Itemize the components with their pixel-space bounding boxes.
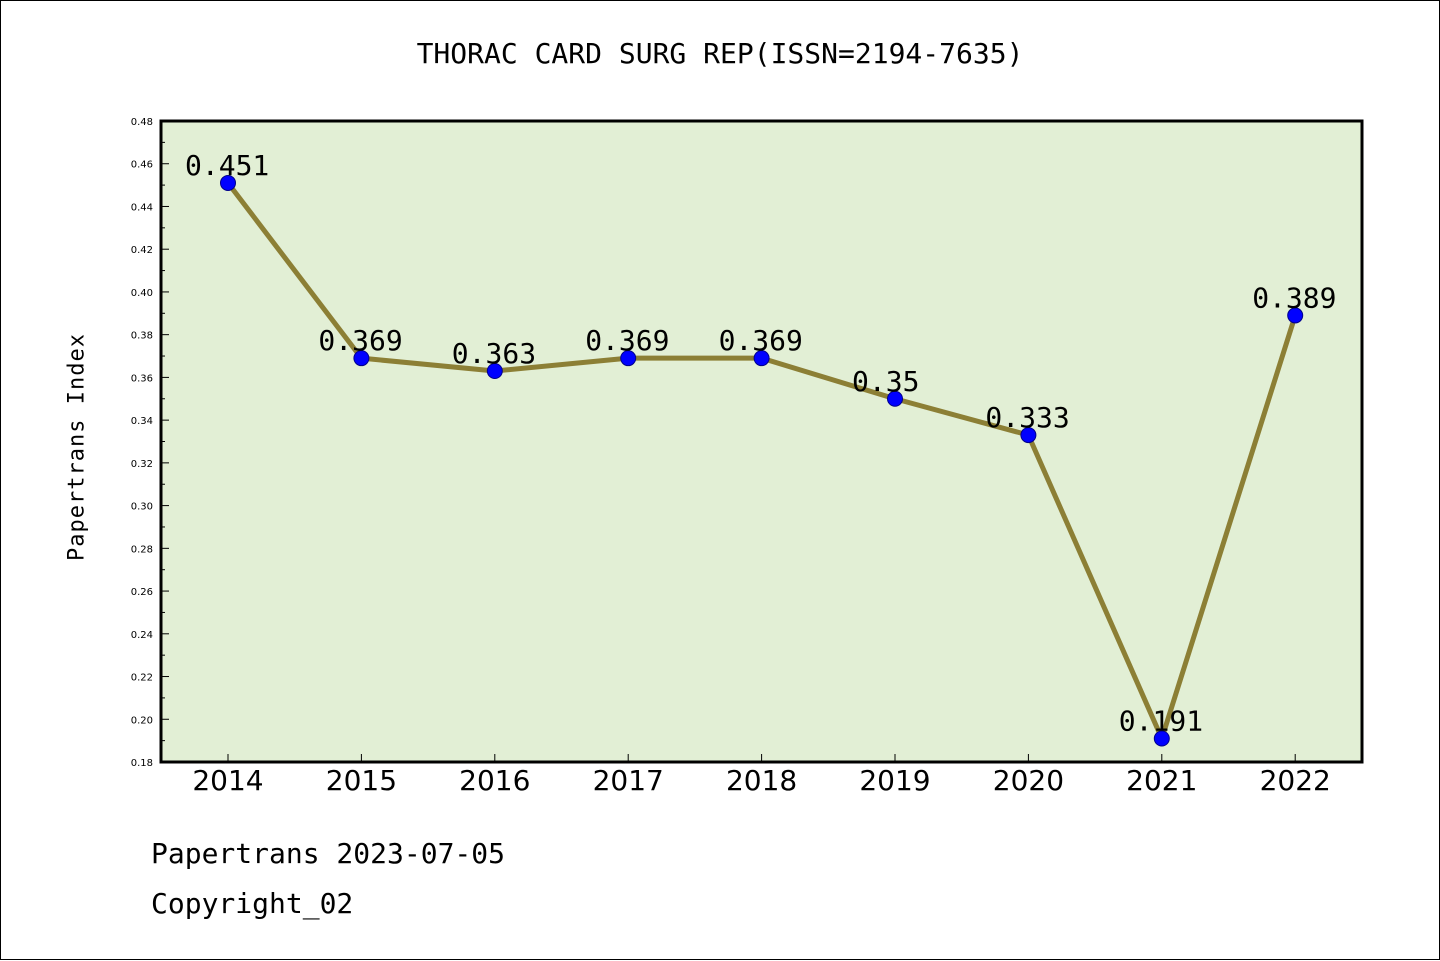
y-tick-label: 0.46 — [131, 160, 153, 171]
data-label: 0.451 — [185, 149, 269, 182]
x-tick-label: 2020 — [993, 764, 1064, 797]
x-tick-label: 2017 — [593, 764, 664, 797]
data-markers — [220, 174, 1304, 747]
data-point — [1020, 427, 1037, 444]
plot-area — [159, 119, 1364, 764]
data-label: 0.369 — [585, 324, 669, 357]
data-label: 0.389 — [1252, 281, 1336, 314]
y-tick-label: 0.48 — [131, 117, 153, 128]
y-tick-label: 0.36 — [131, 373, 153, 384]
data-label: 0.35 — [852, 365, 919, 398]
y-tick-label: 0.18 — [131, 758, 153, 769]
data-label: 0.369 — [318, 324, 402, 357]
x-tick-label: 2018 — [726, 764, 797, 797]
chart-title: THORAC CARD SURG REP(ISSN=2194-7635) — [416, 37, 1024, 70]
data-point — [887, 390, 903, 407]
data-labels: 0.451 0.369 0.363 0.369 0.369 0.35 0.333 0.191 0… — [185, 149, 1336, 738]
y-tick-label: 0.44 — [131, 202, 153, 213]
y-tick-label: 0.26 — [131, 587, 153, 598]
x-tick-label: 2015 — [326, 764, 397, 797]
y-tick-label: 0.22 — [131, 673, 153, 684]
y-tick-label: 0.32 — [131, 459, 153, 470]
data-point — [1153, 730, 1170, 747]
data-point — [353, 350, 370, 367]
data-point — [220, 174, 236, 191]
y-tick-label: 0.24 — [131, 630, 153, 641]
x-tick-label: 2021 — [1126, 764, 1197, 797]
data-label: 0.191 — [1119, 704, 1203, 737]
y-tick-label: 0.28 — [131, 544, 153, 555]
y-axis: 0.18 0.20 0.22 0.24 0.26 0.28 0.30 0.32 0.34 0.36… — [131, 117, 169, 769]
x-tick-label: 2022 — [1260, 764, 1331, 797]
data-point — [1287, 307, 1304, 324]
x-tick-label: 2016 — [459, 764, 530, 797]
data-label: 0.363 — [452, 337, 536, 370]
y-tick-label: 0.38 — [131, 331, 153, 342]
data-point — [753, 350, 770, 367]
data-point — [620, 350, 637, 367]
footer-date: Papertrans 2023-07-05 — [151, 837, 506, 870]
x-tick-label: 2019 — [859, 764, 930, 797]
y-tick-label: 0.42 — [131, 245, 153, 256]
data-point — [486, 362, 503, 379]
y-tick-label: 0.30 — [131, 502, 153, 513]
footer-copyright: Copyright_02 — [151, 887, 354, 920]
x-axis: 2014 2015 2016 2017 2018 2019 2020 2021 2022 — [192, 754, 1331, 797]
y-tick-label: 0.20 — [131, 715, 153, 726]
data-label: 0.369 — [719, 324, 803, 357]
y-tick-label: 0.40 — [131, 288, 153, 299]
x-tick-label: 2014 — [192, 764, 263, 797]
data-label: 0.333 — [985, 401, 1069, 434]
y-tick-label: 0.34 — [131, 416, 153, 427]
